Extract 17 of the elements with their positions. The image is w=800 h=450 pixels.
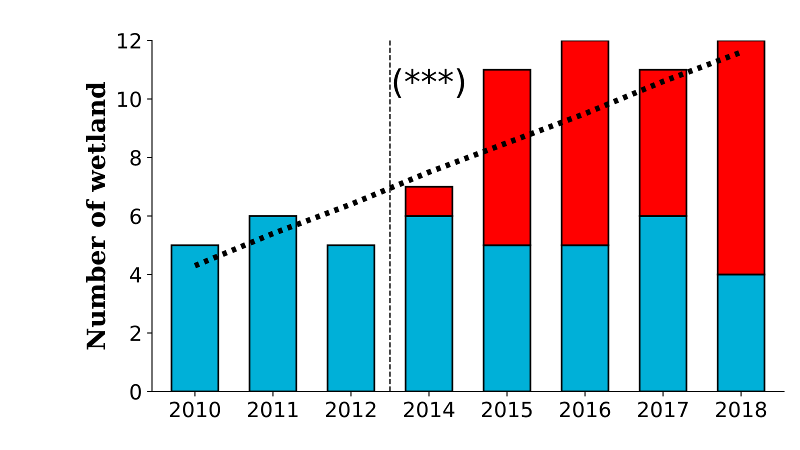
x-tick-label: 2018 [716,402,766,418]
y-tick-label: 6 [130,208,141,224]
annotation: (***) [394,68,464,98]
x-tick-label: 2011 [248,402,298,418]
x-tick-label: 2014 [404,402,454,418]
y-axis-title: Number of wetland [86,82,106,350]
y-tick-label: 8 [130,150,141,166]
y-tick-label: 2 [130,325,140,341]
y-tick-label: 4 [130,267,142,282]
x-tick-label: 2017 [638,402,688,418]
x-tick-label: 2010 [170,402,220,418]
y-tick-label: 0 [130,384,141,400]
y-tick-label: 12 [118,32,140,48]
x-tick-label: 2015 [482,402,532,418]
x-tick-label: 2012 [326,402,376,418]
x-tick-label: 2016 [560,402,610,418]
y-tick-label: 10 [118,91,141,108]
